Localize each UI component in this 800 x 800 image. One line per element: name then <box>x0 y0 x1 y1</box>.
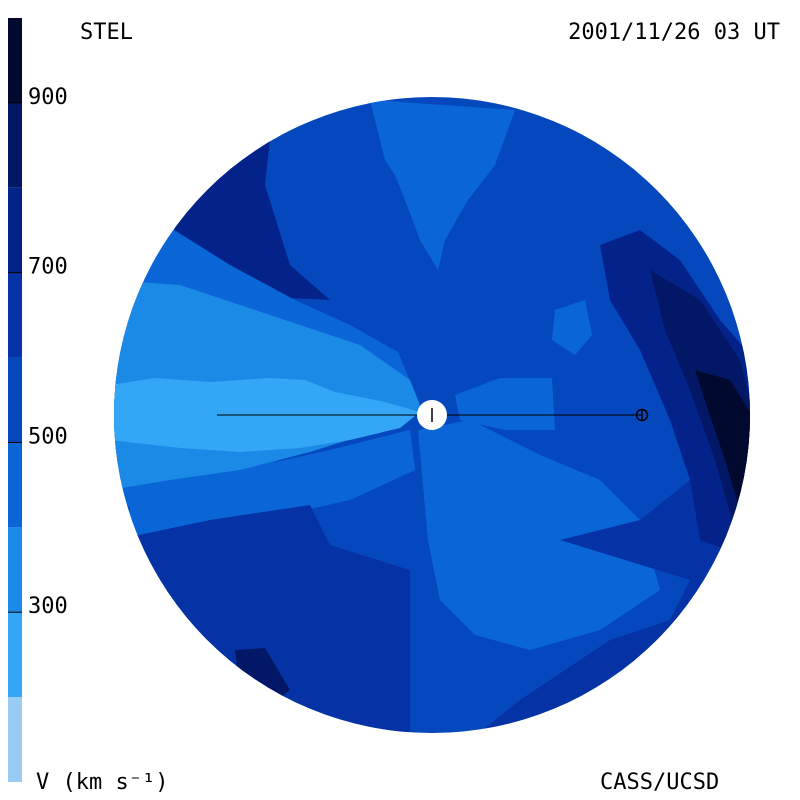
region-north-light <box>370 100 515 270</box>
region-south-light <box>418 420 660 650</box>
region-east-dark <box>600 230 750 560</box>
colorbar-tick-label: 700 <box>28 255 68 280</box>
colorbar-level-8 <box>8 18 22 103</box>
region-southwest-mid <box>130 430 415 545</box>
units-label: V (km s⁻¹) <box>36 770 169 795</box>
region-northeast-patch <box>552 300 592 355</box>
region-east-darkest <box>695 370 750 510</box>
datetime-label: 2001/11/26 03 UT <box>568 20 780 45</box>
colorbar-level-6 <box>8 187 22 273</box>
colorbar-level-4 <box>8 357 22 443</box>
credit-label: CASS/UCSD <box>600 770 720 795</box>
colorbar-level-0 <box>8 697 22 782</box>
colorbar <box>8 18 22 782</box>
colorbar-level-5 <box>8 272 22 358</box>
source-label: STEL <box>80 20 133 45</box>
region-east-light <box>455 378 555 430</box>
colorbar-tick-label: 500 <box>28 424 68 449</box>
colorbar-level-1 <box>8 612 22 698</box>
colorbar-level-2 <box>8 527 22 613</box>
colorbar-ticks: 900 700 500 300 <box>8 85 68 619</box>
colorbar-level-7 <box>8 102 22 188</box>
colorbar-level-3 <box>8 442 22 528</box>
colorbar-tick-label: 300 <box>28 594 68 619</box>
colorbar-tick-label: 900 <box>28 85 68 110</box>
